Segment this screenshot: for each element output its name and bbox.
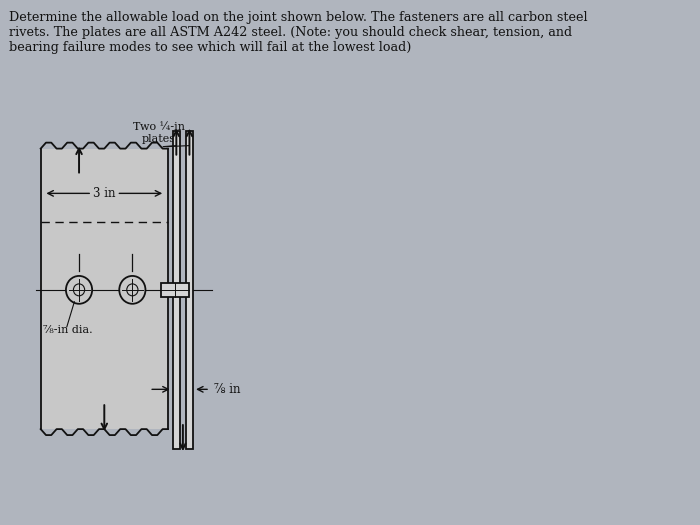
Text: Two ¼-in
plates: Two ¼-in plates bbox=[132, 122, 185, 144]
Bar bbox=[173, 131, 180, 449]
Text: Determine the allowable load on the joint shown below. The fasteners are all car: Determine the allowable load on the join… bbox=[9, 12, 587, 54]
Bar bbox=[186, 131, 193, 449]
Text: ⅞ in: ⅞ in bbox=[214, 383, 240, 396]
Circle shape bbox=[119, 276, 146, 304]
Bar bbox=[161, 283, 189, 297]
Bar bbox=[41, 149, 168, 429]
Text: 3 in: 3 in bbox=[93, 187, 116, 200]
Text: ⅞-in dia.: ⅞-in dia. bbox=[43, 324, 92, 334]
Circle shape bbox=[66, 276, 92, 304]
